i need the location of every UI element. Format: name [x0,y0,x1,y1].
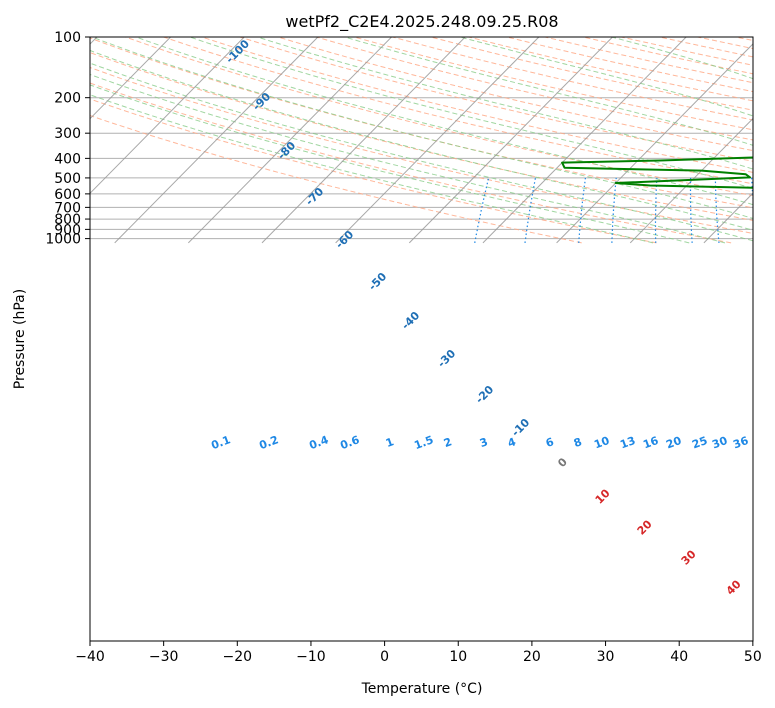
isotherm [335,37,540,244]
isotherm [408,37,613,244]
mixing-ratio-label: 0.1 [209,433,232,452]
dry-adiabat [90,52,753,221]
x-tick-label: 20 [523,649,541,665]
isotherm-label: -70 [303,185,326,208]
mixing-ratio-line [524,177,537,243]
mixing-ratio-label: 0.6 [338,433,361,452]
moist-adiabat [91,37,753,219]
mixing-ratio-label: 30 [710,434,729,452]
moist-adiabat [90,84,690,244]
dry-adiabat [583,37,753,75]
isotherm-label: -90 [250,90,273,113]
isotherm-label: 20 [635,517,655,537]
dry-adiabat [90,82,732,244]
x-tick-label: −30 [149,649,179,665]
mixing-ratio-label: 6 [544,435,556,450]
mixing-ratio-label: 3 [478,435,490,450]
mixing-ratio-label: 1 [384,435,396,450]
mixing-ratio-label: 36 [731,434,750,452]
isotherm [629,117,753,244]
isotherm [90,37,98,45]
moist-adiabat [90,62,753,242]
x-tick-label: −10 [296,649,326,665]
mixing-ratio-label: 0.4 [307,433,330,452]
x-tick-label: 10 [449,649,467,665]
y-tick-label: 700 [54,200,81,216]
mixing-ratio-line [474,177,490,243]
y-axis-label: Pressure (hPa) [12,289,28,389]
mixing-ratio-label: 25 [690,434,709,451]
dry-adiabat [125,37,753,197]
isotherm [261,37,466,244]
dry-adiabat [90,98,657,244]
y-tick-label: 200 [54,91,81,107]
y-tick-label: 400 [54,151,81,167]
mixing-ratio-line [654,177,658,243]
plot-frame [89,36,754,642]
dry-adiabat [90,37,753,209]
moist-adiabat [257,37,753,170]
isotherm-label: 10 [593,486,613,506]
isotherm-label: 40 [724,577,744,597]
mixing-ratio-line [689,177,693,243]
y-tick-label: 1000 [45,232,81,248]
dry-adiabat [392,37,753,121]
mixing-ratio-label: 4 [506,435,518,450]
isotherm-label: -60 [333,228,356,251]
isotherm [187,37,392,244]
mixing-ratio-label: 8 [572,435,584,450]
x-tick-label: 30 [597,649,615,665]
mixing-ratio-label: 20 [664,434,683,452]
mixing-ratio-line [714,177,720,243]
dry-adiabat [90,115,582,244]
isotherm-label: 30 [679,547,699,567]
moist-adiabat [189,37,753,190]
x-tick-label: 50 [744,649,762,665]
y-tick-label: 100 [54,30,81,46]
mixing-ratio-line [611,177,617,243]
x-tick-label: 0 [380,649,389,665]
isotherm [90,37,171,120]
isotherm-label: -100 [223,37,252,66]
isotherm [482,37,687,244]
isotherm [114,37,319,244]
y-tick-label: 600 [54,187,81,203]
chart-title: wetPf2_C2E4.2025.248.09.25.R08 [285,12,558,32]
mixing-ratio-label: 0.2 [257,433,280,452]
moist-adiabat [90,49,753,231]
isotherm-label: -40 [399,309,422,332]
isotherm [556,43,753,244]
tick-layer: −40 −30 −20 −10 0 10 20 30 40 5010020030040050060… [45,30,761,665]
x-tick-label: −20 [223,649,253,665]
isotherm [90,37,245,194]
y-tick-label: 800 [54,212,81,228]
dry-adiabat [659,37,753,58]
moist-adiabat [90,94,654,244]
isotherm [703,192,753,244]
x-axis-label: Temperature (°C) [361,681,483,697]
x-tick-label: 40 [670,649,688,665]
moist-adiabat [771,37,775,243]
mixing-ratio-label: 16 [641,434,660,452]
y-tick-label: 300 [54,126,81,142]
mixing-ratio-label: 1.5 [412,433,435,452]
isotherm-label: -30 [435,347,458,370]
x-tick-label: −40 [75,649,105,665]
moist-adiabat [90,73,726,244]
isotherm [0,37,23,243]
dry-adiabat [277,37,753,152]
y-tick-label: 900 [54,222,81,238]
mixing-ratio-label: 13 [618,434,637,451]
isotherm-label: -50 [366,270,389,293]
isotherm-label: 0 [555,455,570,470]
grid-layer [0,37,775,244]
dry-adiabat [735,37,753,42]
dry-adiabat [430,37,753,111]
mixing-ratio-line [578,177,586,243]
y-tick-label: 500 [54,171,81,187]
mixing-ratio-label: 10 [592,434,611,452]
isotherm-label: -20 [473,383,496,406]
mixing-ratio-label: 2 [442,435,454,450]
